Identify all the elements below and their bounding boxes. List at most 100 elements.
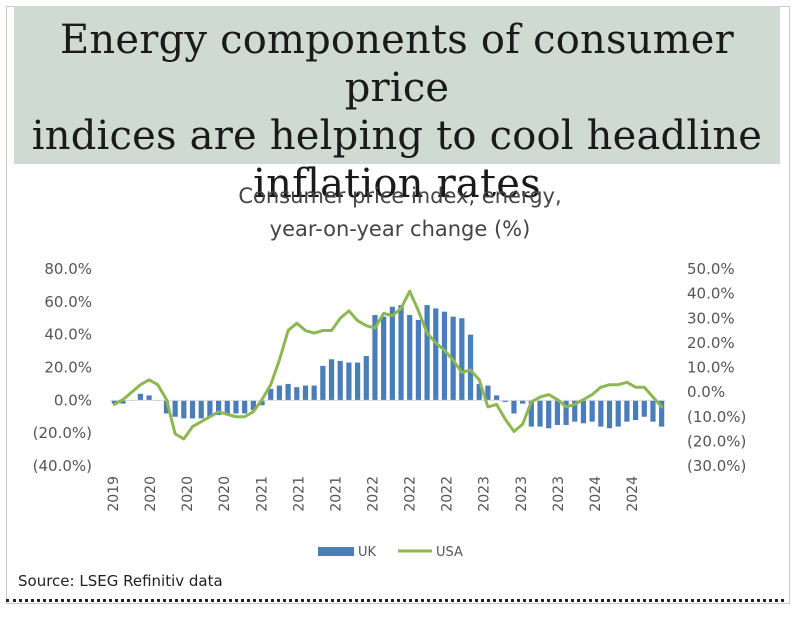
x-tick-label: 2021 [328, 476, 344, 512]
uk-bar [163, 400, 170, 414]
x-tick-label: 2023 [477, 476, 493, 512]
legend-usa-label: USA [436, 545, 463, 560]
uk-bar [146, 395, 152, 401]
dotted-divider [6, 599, 784, 602]
uk-bar [172, 400, 178, 417]
headline-line-1: Energy components of consumer price [60, 17, 734, 111]
x-tick-label: 2021 [254, 476, 270, 512]
uk-bar [459, 318, 465, 401]
uk-bar [250, 400, 256, 411]
x-tick-label: 2024 [625, 476, 641, 512]
x-tick-label: 2023 [514, 476, 530, 512]
chart-title-line-2: year-on-year change (%) [269, 217, 531, 241]
right-tick-label: (20.0%) [687, 432, 746, 450]
uk-bar [285, 383, 291, 401]
uk-bar [580, 400, 587, 424]
source-note: Source: LSEG Refinitiv data [18, 572, 223, 590]
uk-bar [311, 385, 317, 401]
uk-bar [328, 359, 335, 401]
uk-bar [424, 305, 430, 401]
uk-bar [554, 400, 561, 425]
x-tick-label: 2022 [366, 476, 382, 512]
uk-bar [242, 400, 248, 414]
uk-bar [407, 314, 413, 401]
uk-bar [337, 360, 343, 401]
uk-bar [207, 400, 213, 417]
x-tick-label: 2023 [551, 476, 567, 512]
uk-bar [485, 385, 491, 401]
right-tick-label: 50.0% [687, 260, 735, 278]
left-tick-label: (20.0%) [33, 424, 92, 442]
uk-bar [181, 400, 187, 419]
uk-bar [537, 400, 543, 427]
uk-bar [354, 362, 361, 401]
uk-bar [189, 400, 196, 419]
uk-bar [415, 319, 422, 401]
x-axis: 2019 2020 2020 2020 2021 2021 2021 2022 2022 2022… [106, 476, 641, 512]
uk-bar [389, 306, 395, 401]
uk-bar [441, 311, 448, 401]
uk-bar [372, 314, 378, 401]
right-tick-label: 20.0% [687, 334, 735, 352]
uk-bar [233, 400, 239, 414]
uk-bar [615, 400, 621, 427]
uk-bar [572, 400, 578, 422]
right-tick-label: 10.0% [687, 359, 735, 377]
uk-bar [294, 387, 300, 401]
usa-line [112, 289, 664, 441]
uk-bar [520, 400, 526, 404]
right-tick-label: (10.0%) [687, 408, 746, 426]
uk-bar [502, 400, 508, 402]
uk-bar [641, 400, 647, 417]
uk-bar [215, 400, 222, 416]
uk-bar [363, 356, 369, 401]
uk-bar [598, 400, 604, 427]
uk-bar [659, 400, 665, 427]
x-tick-label: 2020 [143, 476, 159, 512]
uk-bars [111, 305, 665, 429]
x-tick-label: 2022 [403, 476, 419, 512]
chart-title-line-1: Consumer price index, energy, [238, 184, 562, 208]
uk-bar [259, 400, 265, 406]
right-tick-label: (30.0%) [687, 457, 746, 475]
uk-bar [528, 400, 534, 427]
headline-line-3: inflation rates [253, 161, 541, 207]
uk-bar [137, 393, 144, 401]
right-tick-label: 30.0% [687, 309, 735, 327]
x-tick-label: 2024 [588, 476, 604, 512]
x-tick-label: 2020 [217, 476, 233, 512]
uk-bar [606, 400, 613, 429]
uk-bar [320, 365, 326, 401]
right-tick-label: 40.0% [687, 285, 735, 303]
uk-bar [120, 400, 126, 404]
left-tick-label: 20.0% [44, 359, 92, 377]
legend-uk-swatch [318, 547, 354, 556]
uk-bar [433, 308, 439, 401]
uk-bar [624, 400, 630, 422]
headline-line-2: indices are helping to cool headline [31, 113, 763, 159]
left-tick-label: (40.0%) [33, 457, 92, 475]
uk-bar [467, 334, 474, 401]
uk-bar [111, 400, 117, 404]
left-tick-label: 80.0% [44, 260, 92, 278]
uk-bar [302, 385, 309, 401]
x-tick-label: 2020 [180, 476, 196, 512]
left-tick-label: 60.0% [44, 293, 92, 311]
uk-bar [493, 395, 500, 401]
usa-line-group [112, 289, 664, 441]
uk-bar [511, 400, 517, 414]
uk-bar [198, 400, 204, 419]
right-tick-label: 0.0% [687, 383, 725, 401]
headline: Energy components of consumer price indi… [14, 6, 780, 207]
uk-bar [398, 305, 404, 401]
legend-uk-label: UK [358, 545, 377, 560]
legend: UK USA [318, 545, 463, 560]
chart-title: Consumer price index, energy, year-on-ye… [0, 180, 800, 246]
left-tick-label: 40.0% [44, 326, 92, 344]
uk-bar [589, 400, 595, 422]
left-tick-label: 0.0% [54, 391, 92, 409]
uk-bar [563, 400, 569, 425]
x-tick-label: 2019 [106, 476, 122, 512]
uk-bar [346, 362, 352, 401]
